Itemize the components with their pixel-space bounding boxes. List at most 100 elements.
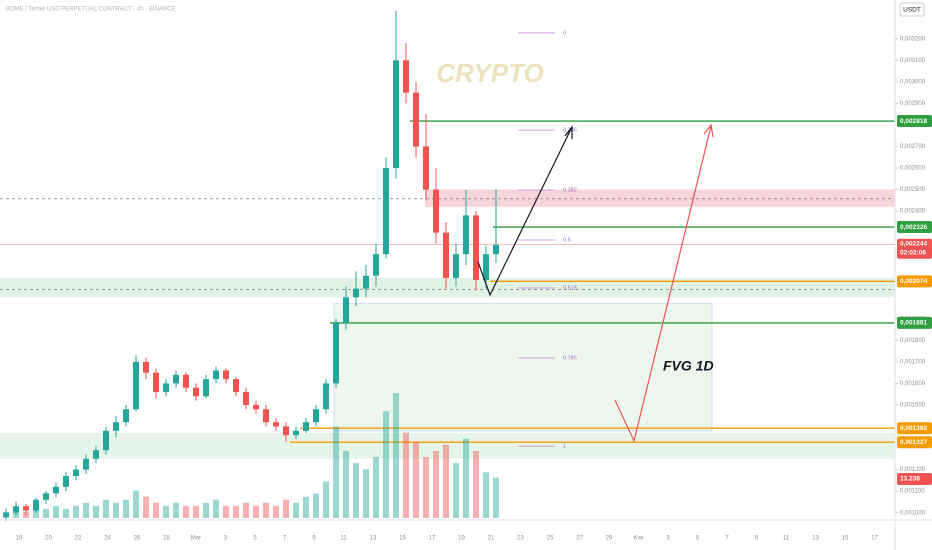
volume-bar [443, 444, 449, 518]
volume-bar [323, 481, 329, 518]
last-price-tag [897, 238, 932, 259]
level-tag [897, 422, 932, 435]
x-tick-label: 7 [725, 536, 729, 542]
volume-bar [433, 450, 439, 518]
candle-body [33, 499, 39, 511]
y-tick-label: 0,003000 [900, 79, 926, 85]
volume-bar [53, 505, 59, 518]
candle-body [283, 426, 289, 436]
x-tick-label: 3 [666, 536, 670, 542]
candle-body [3, 512, 9, 517]
black-arrow-head [564, 125, 573, 139]
fib-label: 1 [563, 444, 566, 450]
y-tick-label: 0,001000 [900, 510, 926, 516]
volume-bar [473, 450, 479, 518]
countdown: 02:02:06 [900, 249, 926, 256]
y-tick-label: 0,001100 [900, 489, 925, 495]
candle-body [203, 379, 209, 397]
level-label: 0,001327 [900, 439, 927, 446]
x-tick-label: 18 [16, 536, 23, 542]
volume-bar [23, 511, 29, 518]
candle-body [263, 409, 269, 423]
volume-bar [93, 505, 99, 518]
candle-body [403, 60, 409, 93]
volume-bar [293, 502, 299, 518]
level-label: 0,001392 [900, 425, 927, 432]
level-label: 0,001881 [900, 320, 927, 327]
level-tag [897, 436, 932, 449]
candle-body [123, 409, 129, 423]
y-tick-label: 0,001600 [900, 381, 926, 387]
x-tick-label: 11 [340, 536, 347, 542]
candle-body [453, 254, 459, 278]
fib-label: 0 [563, 30, 566, 36]
y-tick-label: 0,002700 [900, 144, 926, 150]
y-tick-label: 0,002900 [900, 101, 926, 107]
candle-body [153, 372, 159, 393]
volume-bar [223, 505, 229, 518]
x-tick-label: 22 [75, 536, 82, 542]
volume-bar [333, 426, 339, 518]
volume-bar [263, 502, 269, 518]
candle-body [113, 422, 119, 431]
x-tick-label: 17 [871, 536, 878, 542]
candle-body [413, 92, 419, 147]
volume-bar [383, 411, 389, 518]
level-label: 0,002074 [900, 278, 927, 285]
black-arrow [477, 128, 572, 297]
x-tick-label: 9 [312, 536, 316, 542]
volume-bar [163, 505, 169, 518]
fib-label: 0,382 [563, 187, 577, 193]
candle-body [373, 254, 379, 276]
volume-bar [153, 502, 159, 518]
x-tick-label: 7 [283, 536, 287, 542]
candle-body [53, 486, 59, 494]
red-arrow [614, 125, 712, 443]
candle-body [303, 422, 309, 431]
volume-bar [143, 496, 149, 518]
x-tick-label: 5 [253, 536, 257, 542]
candle-body [393, 60, 399, 169]
volume-bar [303, 496, 309, 518]
volume-bar [73, 505, 79, 518]
x-tick-label: 9 [755, 536, 759, 542]
candle-body [103, 430, 109, 451]
volume-bar [493, 477, 499, 518]
candle-body [23, 506, 29, 511]
candle-body [43, 493, 49, 500]
x-tick-label: 13 [812, 536, 819, 542]
level-tag [897, 115, 932, 128]
candle-body [473, 215, 479, 281]
volume-bar [243, 502, 249, 518]
candle-body [273, 422, 279, 427]
volume-bar [423, 457, 429, 518]
candle-body [423, 146, 429, 190]
candle-body [443, 232, 449, 278]
candle-body [343, 297, 349, 324]
candle-body [93, 450, 99, 459]
volume-bar [283, 499, 289, 518]
arrows [477, 123, 714, 443]
volume-bar [373, 457, 379, 518]
x-tick-label: 5 [696, 536, 700, 542]
x-tick-label: 20 [45, 536, 52, 542]
volume-bar [253, 505, 259, 518]
x-tick-label: 24 [104, 536, 111, 542]
y-tick-label: 0,001800 [900, 338, 926, 344]
candle-body [83, 458, 89, 470]
volume-bar [103, 499, 109, 518]
candle-body [63, 476, 69, 487]
volume-bar [133, 490, 139, 518]
x-tick-label: 28 [163, 536, 170, 542]
x-tick-label: 17 [429, 536, 436, 542]
x-tick-label: 13 [370, 536, 377, 542]
x-tick-label: 19 [458, 536, 465, 542]
fib-label: 0,5 [563, 237, 571, 243]
fvg-label: FVG 1D [663, 358, 714, 374]
candle-body [293, 430, 299, 436]
level-tag [897, 316, 932, 329]
candle-body [483, 254, 489, 281]
candle-body [173, 374, 179, 384]
x-tick-label: 21 [488, 536, 495, 542]
